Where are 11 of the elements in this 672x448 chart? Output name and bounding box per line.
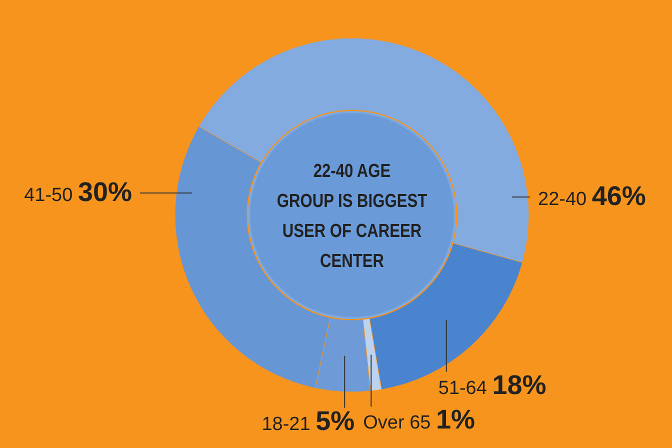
data-label: 46% — [592, 181, 646, 211]
data-label: 1% — [436, 404, 476, 435]
data-label: 5% — [316, 406, 355, 436]
slice-label: 18-21 — [262, 414, 316, 435]
text: 22-40 AGE GROUP IS BIGGEST USER OF CAREER CENTER — [276, 160, 428, 272]
data-label: 30% — [78, 177, 132, 207]
slice-label: 22-40 — [538, 189, 592, 210]
slice-label: 41-50 — [24, 185, 78, 206]
slice-label: Over 65 — [363, 412, 436, 434]
slice-label: 51-64 — [438, 378, 492, 399]
data-label: 18% — [492, 370, 546, 400]
